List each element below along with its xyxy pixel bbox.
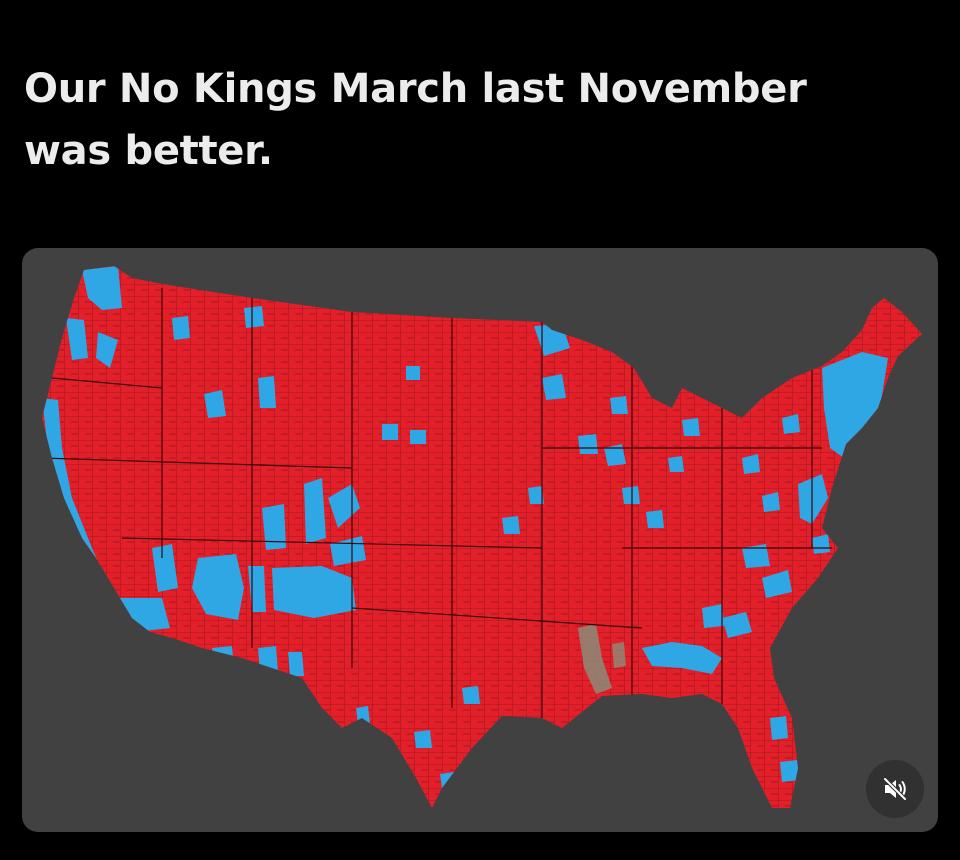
post-text-line-2: was better. bbox=[24, 128, 273, 174]
post-text-line-1: Our No Kings March last November bbox=[24, 66, 807, 112]
post-text: Our No Kings March last November was bet… bbox=[24, 58, 924, 182]
media-card[interactable] bbox=[22, 248, 938, 832]
map-state-borders bbox=[42, 288, 832, 718]
map-gray-region bbox=[578, 624, 626, 694]
mute-button[interactable] bbox=[866, 760, 924, 818]
speaker-muted-icon bbox=[883, 777, 907, 801]
map-land bbox=[42, 266, 922, 808]
us-county-map bbox=[42, 266, 922, 808]
